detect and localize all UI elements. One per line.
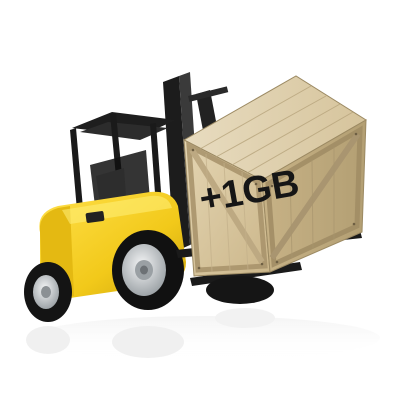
rear-wheel bbox=[24, 262, 72, 322]
wooden-crate: +1GB bbox=[182, 75, 367, 277]
forklift-cab bbox=[70, 112, 176, 222]
front-wheel bbox=[112, 230, 184, 310]
floor-reflection bbox=[26, 308, 380, 360]
